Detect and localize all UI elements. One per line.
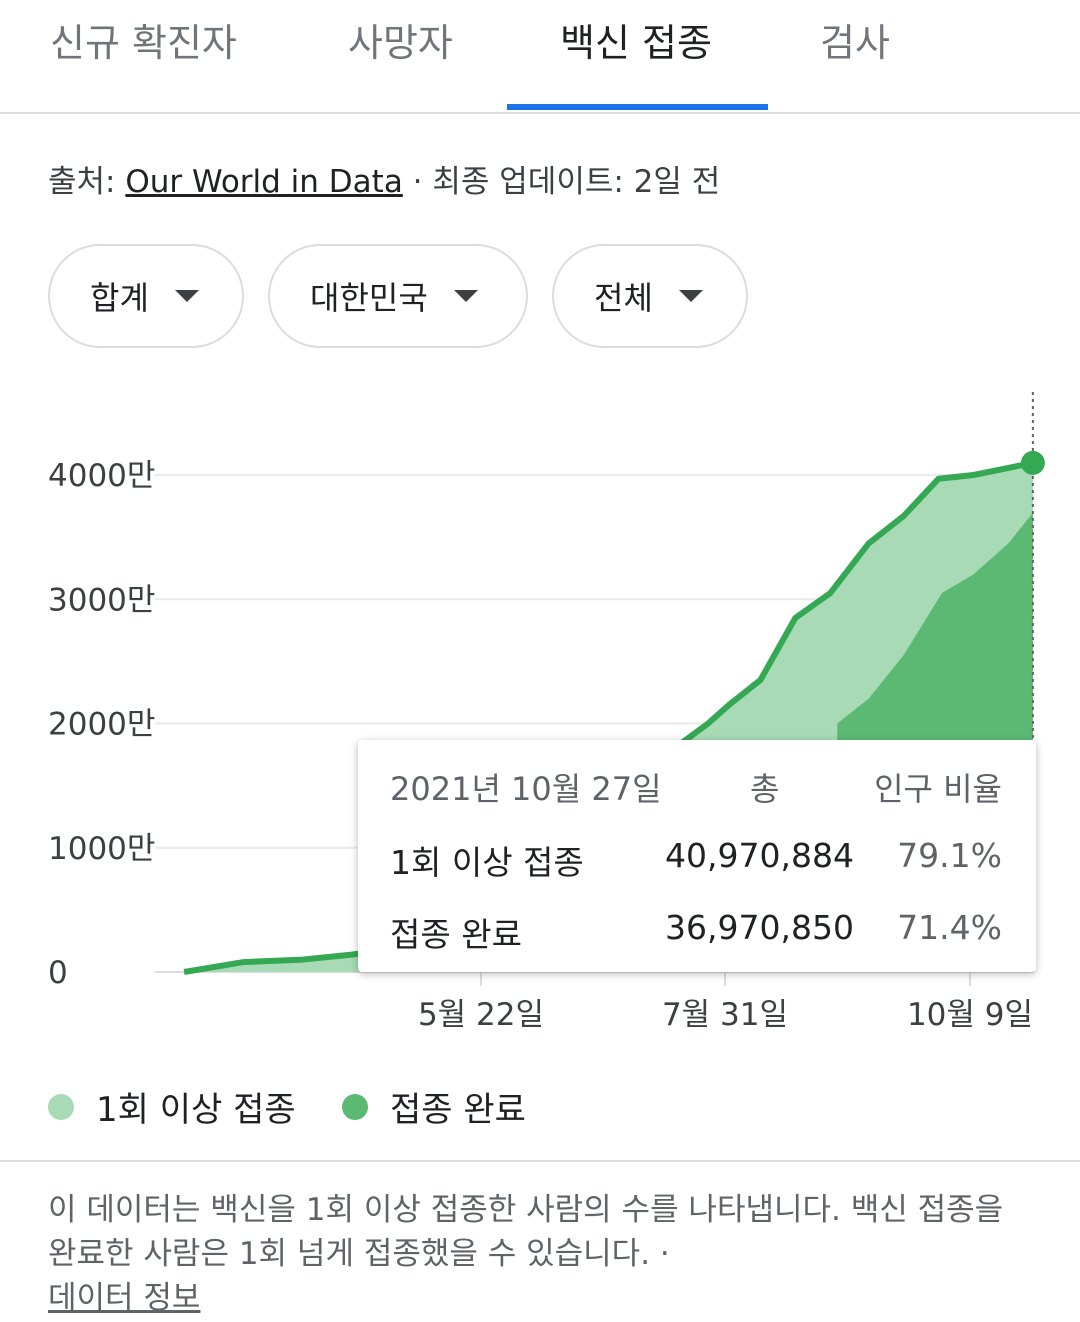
chart-tooltip: 2021년 10월 27일 총 인구 비율 1회 이상 접종 40,970,88…	[358, 740, 1036, 972]
tooltip-row-ratio: 79.1%	[897, 836, 1002, 875]
tab-bar: 신규 확진자 사망자 백신 접종 검사	[0, 0, 1080, 114]
tooltip-col-total: 총	[750, 770, 780, 808]
tooltip-row-total: 40,970,884	[665, 836, 854, 875]
tooltip-row-label: 1회 이상 접종	[390, 843, 584, 882]
filter-population-label: 전체	[594, 279, 653, 317]
tab-new-cases[interactable]: 신규 확진자	[50, 21, 237, 65]
y-tick-label: 4000만	[48, 458, 155, 494]
legend-swatch-first-dose	[48, 1093, 74, 1120]
filter-total-dropdown[interactable]: 합계	[48, 244, 244, 348]
legend-label: 접종 완료	[390, 1090, 526, 1130]
source-line: 출처: Our World in Data · 최종 업데이트: 2일 전	[48, 156, 720, 201]
tooltip-row-total: 36,970,850	[665, 908, 854, 947]
filter-country-dropdown[interactable]: 대한민국	[268, 244, 528, 348]
data-info-link[interactable]: 데이터 정보	[48, 1280, 201, 1316]
data-note: 이 데이터는 백신을 1회 이상 접종한 사람의 수를 나타냅니다. 백신 접종…	[48, 1188, 1038, 1320]
dropdown-triangle-icon	[174, 290, 199, 302]
series-line-first-dose	[183, 459, 1034, 975]
divider	[0, 1160, 1080, 1162]
tab-deaths[interactable]: 사망자	[348, 21, 453, 65]
y-tick-label: 0	[48, 955, 68, 991]
legend-item-first-dose[interactable]: 1회 이상 접종	[48, 1082, 296, 1131]
source-prefix: 출처:	[48, 164, 126, 200]
legend-item-fully-vaccinated[interactable]: 접종 완료	[342, 1082, 526, 1131]
tooltip-row-label: 접종 완료	[390, 915, 522, 954]
filter-total-label: 합계	[90, 279, 149, 317]
filter-country-label: 대한민국	[310, 279, 428, 317]
y-tick-label: 3000만	[48, 582, 155, 618]
dropdown-triangle-icon	[678, 290, 703, 302]
source-link[interactable]: Our World in Data	[125, 164, 403, 200]
filter-population-dropdown[interactable]: 전체	[552, 244, 748, 348]
hover-point	[1020, 450, 1045, 475]
last-updated: · 최종 업데이트: 2일 전	[402, 164, 721, 200]
tooltip-row-ratio: 71.4%	[897, 908, 1002, 947]
y-tick-label: 1000만	[48, 831, 155, 867]
dropdown-triangle-icon	[453, 290, 478, 302]
tooltip-col-ratio: 인구 비율	[874, 770, 1002, 808]
tab-tests[interactable]: 검사	[820, 21, 890, 65]
y-tick-label: 2000만	[48, 707, 155, 743]
tooltip-date: 2021년 10월 27일	[390, 770, 662, 808]
note-text: 이 데이터는 백신을 1회 이상 접종한 사람의 수를 나타냅니다. 백신 접종…	[48, 1192, 1004, 1272]
legend-swatch-fully-vaccinated	[342, 1093, 368, 1120]
active-tab-indicator	[507, 104, 768, 110]
x-tick-label: 7월 31일	[662, 997, 788, 1033]
tab-vaccination[interactable]: 백신 접종	[560, 21, 712, 65]
legend-label: 1회 이상 접종	[96, 1090, 296, 1130]
x-tick-label: 10월 9일	[907, 997, 1033, 1033]
x-tick-label: 5월 22일	[418, 997, 544, 1033]
